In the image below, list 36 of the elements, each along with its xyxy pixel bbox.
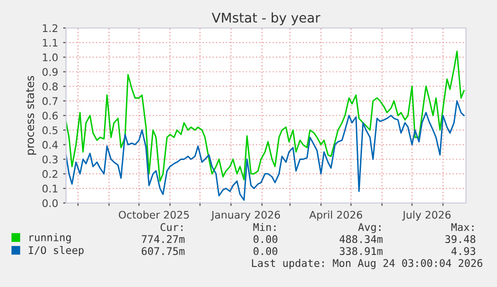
legend-label: I/O sleep xyxy=(28,246,84,256)
y-tick-label: 0.2 xyxy=(42,170,58,178)
y-tick-label: 0.4 xyxy=(42,140,58,149)
text: 39.48 xyxy=(445,235,476,244)
text: 0.00 xyxy=(254,235,278,244)
text: 4.93 xyxy=(451,247,476,256)
y-tick-label: 1.0 xyxy=(42,53,58,62)
y-tick-label: 0.9 xyxy=(42,68,58,76)
y-tick-label: 0.3 xyxy=(42,155,58,164)
text: 0.00 xyxy=(254,247,278,256)
y-tick-label: 0.0 xyxy=(42,199,58,208)
y-tick-label: 0.6 xyxy=(42,112,58,120)
x-tick-label: January 2026 xyxy=(210,210,280,221)
x-tick-label: October 2025 xyxy=(118,210,189,219)
text: Last update: Mon Aug 24 03:00:04 2026 xyxy=(252,258,482,270)
text: 607.75m xyxy=(142,247,185,256)
line-series xyxy=(66,100,465,201)
text: Min: xyxy=(253,222,276,231)
y-tick-label: 1.1 xyxy=(42,38,58,47)
y-tick-label: 0.1 xyxy=(42,184,58,193)
x-tick-label: April 2026 xyxy=(309,210,362,221)
text: 774.27m xyxy=(142,235,185,243)
y-tick-label: 0.8 xyxy=(42,82,58,90)
x-tick-label: July 2026 xyxy=(402,210,451,221)
y-axis-title: process states xyxy=(26,76,36,155)
text: 488.34m xyxy=(340,235,383,244)
y-tick-label: 1.2 xyxy=(42,24,58,32)
chart-title: VMstat - by year xyxy=(212,12,320,26)
y-tick-label: 0.5 xyxy=(42,126,58,134)
text: Max: xyxy=(451,223,474,232)
line-series xyxy=(66,50,465,182)
text: Cur: xyxy=(160,223,182,232)
text: 338.91m xyxy=(340,247,383,256)
text: Avg: xyxy=(358,223,380,234)
legend-label: running xyxy=(30,233,71,244)
y-tick-label: 0.7 xyxy=(42,97,58,106)
